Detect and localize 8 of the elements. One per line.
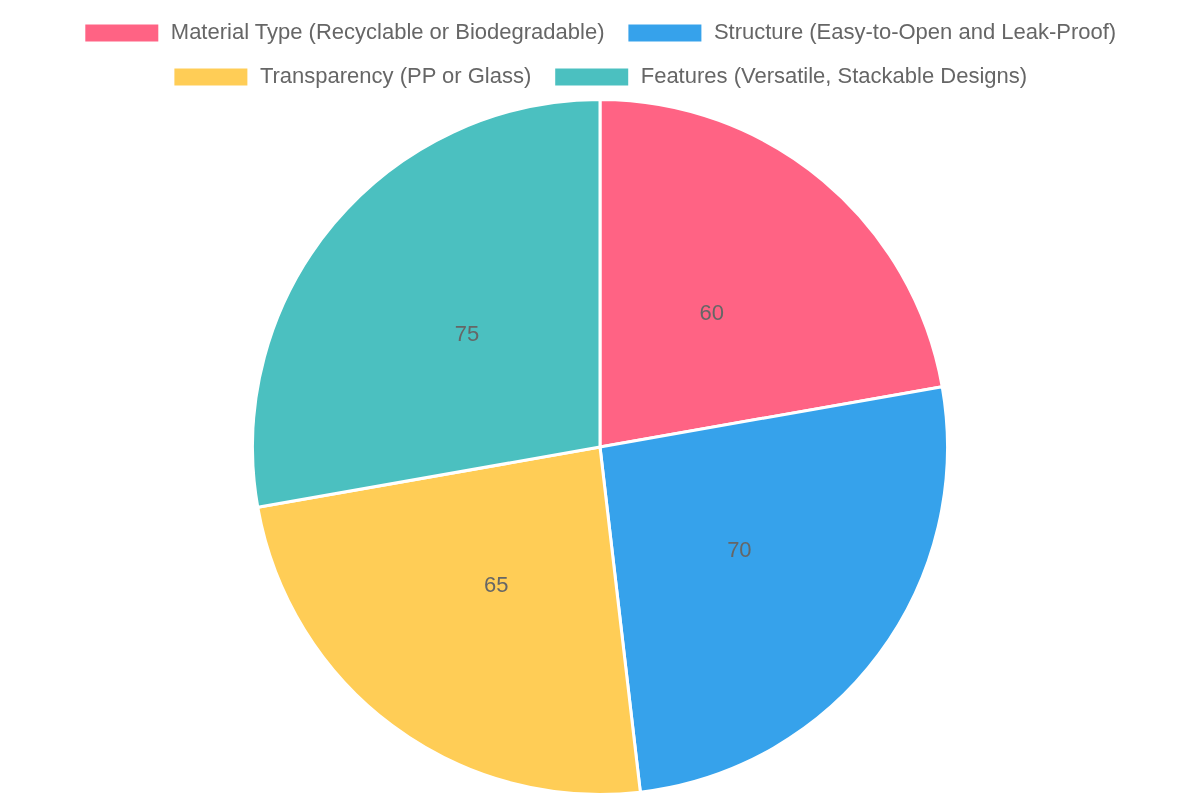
legend-label: Features (Versatile, Stackable Designs)	[640, 63, 1028, 89]
data-label: 70	[727, 536, 752, 562]
data-label: 60	[699, 299, 724, 325]
legend-label: Material Type (Recyclable or Biodegradable)	[170, 19, 605, 45]
legend-label: Structure (Easy-to-Open and Leak-Proof)	[713, 19, 1117, 45]
legend-label: Transparency (PP or Glass)	[259, 63, 532, 89]
data-label: 65	[484, 572, 509, 598]
data-label: 75	[454, 321, 480, 347]
